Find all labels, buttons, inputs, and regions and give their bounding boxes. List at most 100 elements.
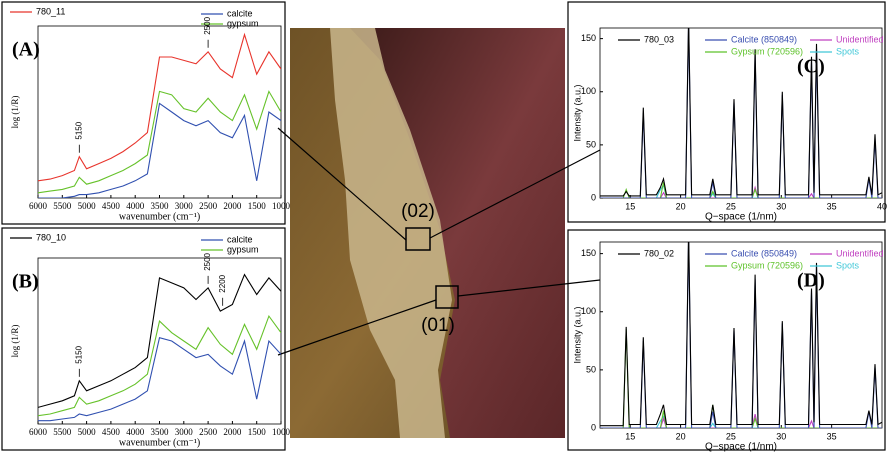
panel-label: (D) [797, 270, 825, 292]
legend-label: 780_03 [644, 34, 674, 44]
connectors [277, 127, 601, 356]
x-tick-label: 1500 [248, 201, 267, 211]
red-paint [350, 28, 565, 438]
legend-label: Gypsum (720596) [731, 260, 803, 270]
y-tick-label: 50 [586, 139, 596, 149]
x-tick-label: 20 [676, 431, 686, 441]
x-tick-label: 5000 [78, 427, 97, 437]
x-tick-label: 5000 [78, 201, 97, 211]
x-tick-label: 5500 [53, 427, 72, 437]
legend-label: Unidentified [836, 34, 884, 44]
connector [277, 127, 407, 241]
panel-frame [1, 227, 286, 451]
legend-label: gypsum [227, 18, 259, 28]
panel-frame [567, 1, 886, 223]
x-axis-label: wavenumber (cm⁻¹) [119, 211, 200, 222]
y-tick-label: 0 [591, 192, 596, 202]
x-tick-label: 1000 [272, 201, 291, 211]
x-tick-label: 6000 [29, 201, 48, 211]
series-line [600, 415, 882, 428]
panel-label: (C) [797, 56, 825, 78]
series-line [38, 337, 281, 422]
legend-label: Gypsum (720596) [731, 46, 803, 56]
y-axis-label: Intensity (a.u.) [572, 306, 582, 363]
legend-label: calcite [227, 234, 253, 244]
white-ground [330, 28, 452, 438]
annotation-label: 5150 [74, 345, 83, 363]
y-axis-label: Intensity (a.u.) [572, 84, 582, 141]
panel-label: (B) [12, 271, 39, 293]
panel-frame [1, 1, 286, 225]
plot-area [37, 25, 282, 199]
y-tick-label: 100 [581, 306, 596, 316]
x-tick-label: 4000 [126, 201, 145, 211]
legend-label: calcite [227, 8, 253, 18]
connector [277, 299, 437, 356]
series-line [600, 184, 882, 198]
y-axis-label: log (1/R) [10, 325, 20, 358]
connector [429, 149, 601, 239]
spot-box [405, 227, 431, 251]
x-tick-label: 1000 [272, 427, 291, 437]
series-line [38, 90, 281, 194]
photo: (02) (01) [290, 28, 565, 438]
x-tick-label: 15 [625, 201, 635, 211]
x-tick-label: 4000 [126, 427, 145, 437]
legend-label: Spots [836, 46, 860, 56]
x-tick-label: 30 [776, 431, 786, 441]
x-tick-label: 30 [776, 201, 786, 211]
x-tick-label: 2000 [223, 201, 242, 211]
x-tick-label: 2500 [199, 427, 218, 437]
chart-panel: 15 20 25 30 35 40 0 50 100 150 Q−space (1/nm) Inten… [567, 1, 887, 223]
x-tick-label: 15 [625, 431, 635, 441]
legend-label: 780_11 [36, 6, 65, 16]
x-tick-label: 25 [726, 201, 736, 211]
y-tick-label: 150 [581, 33, 596, 43]
panel-frame [567, 229, 886, 451]
legend-label: Unidentified [836, 248, 884, 258]
panel-label: (A) [12, 39, 40, 61]
y-tick-label: 50 [586, 364, 596, 374]
x-tick-label: 4500 [102, 427, 121, 437]
series-line [600, 181, 882, 198]
chart-panel: 6000 5500 5000 4500 4000 3500 3000 2500 2000 1500… [1, 1, 291, 225]
x-tick-label: 35 [827, 431, 837, 441]
x-axis-label: wavenumber (cm⁻¹) [119, 437, 200, 448]
series-line [38, 273, 281, 408]
x-tick-label: 3000 [175, 201, 194, 211]
annotation-label: 2200 [218, 274, 227, 292]
spot-label: (02) [401, 201, 435, 222]
plot [38, 273, 281, 422]
annotation-label: 2500 [203, 16, 212, 34]
x-tick-label: 5500 [53, 201, 72, 211]
x-tick-label: 1500 [248, 427, 267, 437]
x-tick-label: 3500 [151, 201, 170, 211]
series-line [600, 28, 882, 197]
x-tick-label: 3000 [175, 427, 194, 437]
series-line [600, 242, 882, 427]
series-line [600, 413, 882, 428]
chart-panel: 15 20 25 30 35 0 50 100 150 Q−space (1/nm) Intensi… [567, 229, 886, 452]
x-axis-label: Q−space (1/nm) [705, 442, 777, 452]
y-tick-label: 150 [581, 248, 596, 258]
x-tick-label: 40 [877, 201, 887, 211]
x-tick-label: 20 [676, 201, 686, 211]
x-tick-label: 35 [827, 201, 837, 211]
series-line [38, 102, 281, 198]
spot-box [435, 285, 459, 309]
chart-panel: 6000 5500 5000 4500 4000 3500 3000 2500 2000 1500… [1, 227, 291, 451]
legend-label: Spots [836, 260, 860, 270]
x-axis-label: Q−space (1/nm) [705, 212, 777, 223]
x-tick-label: 2500 [199, 201, 218, 211]
y-tick-label: 100 [581, 86, 596, 96]
plot [38, 32, 281, 198]
spot-label: (01) [421, 315, 455, 336]
legend-label: 780_02 [644, 248, 674, 258]
x-tick-label: 25 [726, 431, 736, 441]
x-tick-label: 2000 [223, 427, 242, 437]
legend-label: Calcite (850849) [731, 34, 797, 44]
legend-label: gypsum [227, 244, 259, 254]
x-tick-label: 4500 [102, 201, 121, 211]
y-tick-label: 0 [591, 422, 596, 432]
